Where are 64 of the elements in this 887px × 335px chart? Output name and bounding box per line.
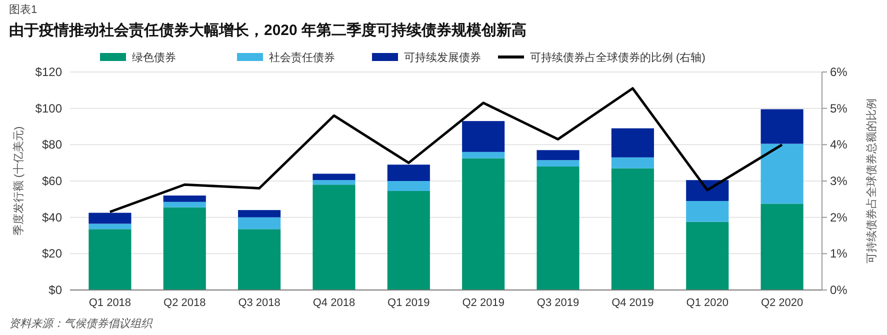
y-tick-label: $40 [42,210,62,224]
y2-tick-label: 4% [830,138,848,152]
bar [312,184,356,290]
bar [536,160,580,166]
x-tick-label: Q4 2018 [312,297,356,309]
bar [462,152,505,158]
chart-title: 由于疫情推动社会责任债券大幅增长，2020 年第二季度可持续债券规模创新高 [9,21,527,39]
bar [387,190,430,290]
y-tick-label: $60 [42,174,62,188]
legend-label: 绿色债券 [132,51,176,64]
line-series [108,87,784,214]
x-tick-label: Q4 2019 [612,297,654,309]
bar [760,204,804,290]
x-tick-label: Q3 2018 [238,297,280,309]
y-tick-label: $80 [42,138,62,152]
bar [238,229,281,290]
text: 图表1 [9,3,38,16]
y2-tick-label: 6% [830,65,848,79]
bar [238,217,281,230]
bar [462,158,505,290]
bar [536,150,580,160]
y-tick-label: $100 [35,101,62,116]
x-tick-label: Q1 2018 [88,297,132,309]
bar [536,166,580,290]
bar [686,222,729,290]
bar [686,200,729,222]
bar [760,109,804,144]
legend-label: 可持续债券占全球债券的比例 (右轴) [530,51,706,64]
bar [686,180,729,201]
y2-tick-label: 3% [830,174,848,188]
bar [163,207,206,290]
y-tick-label: $120 [35,65,62,79]
x-tick-label: Q2 2018 [164,297,206,309]
x-tick-label: Q2 2020 [760,297,804,309]
bar [611,157,654,168]
x-tick-label: Q2 2019 [462,297,504,309]
bar [387,181,430,191]
bar [462,121,505,152]
text: 资料来源：气候债券倡议组织 [9,317,153,330]
legend-label: 可持续发展债券 [404,51,481,64]
x-tick-label: Q1 2019 [388,297,430,309]
bar [88,212,132,224]
bar [611,128,654,158]
y2-tick-label: 1% [830,246,848,261]
bar [611,168,654,290]
bar [163,202,206,208]
bar [238,210,281,218]
legend-label: 社会责任债券 [269,51,335,64]
y2-tick-label: 5% [830,101,848,116]
bar [88,224,132,230]
bar [312,174,356,180]
bar [387,164,430,181]
y-tick-label: $20 [42,246,62,261]
y2-tick-label: 2% [830,210,848,224]
bar [760,144,804,204]
x-tick-label: Q3 2019 [536,297,580,309]
bar [312,180,356,185]
bar [88,229,132,290]
y2-tick-label: 0% [830,283,848,297]
y-tick-label: $0 [48,283,62,297]
bar [163,196,206,202]
y2-axis-title: 可持续债券占全球债券总额的比例 [865,98,878,264]
x-tick-label: Q1 2020 [686,297,728,309]
y-axis-title: 季度发行额 (十亿美元) [12,126,25,236]
